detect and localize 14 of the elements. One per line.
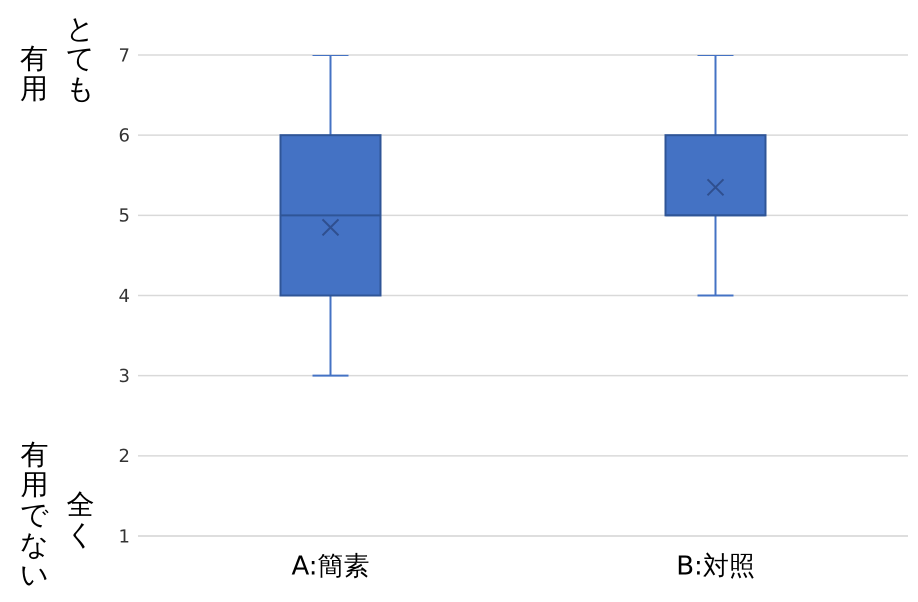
- text: 有用: [20, 42, 48, 105]
- y-tick-label: 1: [118, 526, 130, 548]
- text: とても: [66, 12, 95, 105]
- x-tick-label: B:対照: [676, 551, 755, 582]
- y-tick-label: 5: [118, 206, 130, 227]
- y-tick-label: 4: [118, 286, 130, 307]
- y-tick-label: 6: [118, 126, 130, 147]
- y-tick-label: 3: [118, 366, 130, 388]
- y-tick-label: 7: [118, 45, 130, 66]
- text: でない: [20, 498, 49, 591]
- y-tick-label: 2: [118, 446, 130, 468]
- x-tick-label: A:簡素: [291, 551, 370, 582]
- text: 有用: [20, 438, 48, 501]
- text: 全く: [66, 488, 95, 551]
